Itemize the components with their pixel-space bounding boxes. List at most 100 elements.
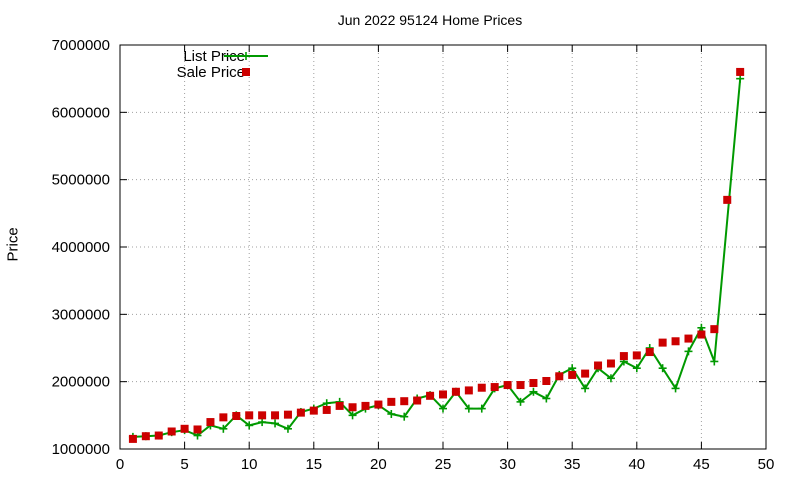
sale-price-point bbox=[697, 330, 706, 339]
y-tick-label: 5000000 bbox=[52, 172, 110, 189]
list-price-point bbox=[710, 357, 719, 366]
list-price-point bbox=[477, 404, 486, 413]
sale-price-point bbox=[684, 334, 693, 343]
list-price-point bbox=[271, 419, 280, 428]
list-price-point bbox=[736, 74, 745, 83]
sale-price-point bbox=[296, 408, 305, 417]
sale-price-point bbox=[309, 406, 318, 415]
list-price-point bbox=[542, 394, 551, 403]
sale-price-point bbox=[439, 390, 447, 399]
x-tick-label: 15 bbox=[305, 456, 322, 473]
sale-price-point bbox=[400, 397, 409, 406]
legend-label: List Price bbox=[183, 48, 245, 65]
list-price-point bbox=[348, 411, 357, 420]
list-price-point bbox=[245, 421, 254, 430]
sale-price-point bbox=[555, 372, 564, 381]
list-price-point bbox=[632, 364, 641, 373]
y-tick-label: 7000000 bbox=[52, 37, 110, 54]
sale-price-point bbox=[167, 427, 176, 436]
x-tick-label: 40 bbox=[628, 456, 645, 473]
x-tick-label: 20 bbox=[370, 456, 387, 473]
sale-price-point bbox=[503, 381, 512, 390]
x-tick-label: 35 bbox=[564, 456, 581, 473]
list-price-point bbox=[697, 323, 706, 332]
sale-price-point bbox=[671, 337, 680, 346]
x-tick-label: 0 bbox=[116, 456, 124, 473]
list-price-point bbox=[439, 404, 447, 413]
sale-price-point bbox=[271, 411, 280, 420]
legend-square-marker bbox=[242, 68, 250, 76]
sale-price-point bbox=[413, 396, 422, 405]
list-price-point bbox=[219, 424, 228, 433]
x-tick-label: 5 bbox=[180, 456, 188, 473]
x-tick-label: 25 bbox=[435, 456, 452, 473]
sale-price-point bbox=[374, 400, 383, 409]
sale-price-point bbox=[283, 410, 292, 419]
sale-price-point bbox=[710, 325, 719, 334]
sale-price-point bbox=[490, 383, 499, 392]
sale-price-point bbox=[568, 370, 577, 379]
list-price-point bbox=[258, 418, 267, 427]
sale-price-point bbox=[141, 432, 150, 441]
y-tick-label: 1000000 bbox=[52, 441, 110, 458]
list-price-point bbox=[400, 412, 409, 421]
x-tick-label: 10 bbox=[241, 456, 258, 473]
x-tick-label: 45 bbox=[693, 456, 710, 473]
grid-lines bbox=[120, 45, 766, 449]
list-price-point bbox=[606, 374, 615, 383]
y-tick-label: 6000000 bbox=[52, 104, 110, 121]
sale-price-point bbox=[723, 195, 732, 204]
axis-ticks: 0 5 10 15 20 25 30 35 40 45 50 1000000 2000000 300000… bbox=[52, 37, 775, 473]
list-price-point bbox=[387, 409, 396, 418]
sale-price-point bbox=[619, 352, 628, 361]
sale-price-point bbox=[594, 361, 603, 370]
sale-price-point bbox=[736, 67, 745, 76]
y-tick-label: 2000000 bbox=[52, 374, 110, 391]
list-price-point bbox=[684, 347, 693, 356]
sale-price-point bbox=[180, 424, 189, 433]
sale-price-point bbox=[193, 425, 202, 434]
sale-price-point bbox=[361, 401, 370, 410]
sale-price-point bbox=[232, 412, 241, 421]
x-tick-label: 30 bbox=[499, 456, 516, 473]
list-price-point bbox=[529, 387, 538, 396]
sale-price-point bbox=[387, 397, 396, 406]
sale-price-point bbox=[606, 359, 615, 368]
sale-price-point bbox=[219, 413, 228, 422]
sale-price-point bbox=[477, 383, 486, 392]
sale-price-point bbox=[645, 348, 654, 357]
sale-price-point bbox=[128, 434, 137, 443]
list-price-point bbox=[671, 384, 680, 393]
series-layer bbox=[128, 67, 745, 443]
sale-price-point bbox=[322, 405, 331, 414]
sale-price-point bbox=[348, 403, 357, 412]
sale-price-point bbox=[451, 387, 460, 396]
sale-price-point bbox=[542, 376, 551, 385]
sale-price-point bbox=[516, 381, 525, 390]
sale-price-point bbox=[658, 338, 667, 347]
list-price-point bbox=[322, 399, 331, 408]
x-tick-label: 50 bbox=[758, 456, 775, 473]
list-price-point bbox=[283, 424, 292, 433]
legend-plus-marker bbox=[242, 52, 250, 60]
chart-title: Jun 2022 95124 Home Prices bbox=[337, 12, 523, 28]
list-price-point bbox=[658, 364, 667, 373]
list-price-point bbox=[464, 404, 473, 413]
sale-price-point bbox=[335, 401, 344, 410]
sale-price-point bbox=[529, 379, 538, 388]
y-tick-label: 4000000 bbox=[52, 239, 110, 256]
sale-price-point bbox=[426, 391, 435, 400]
legend-label: Sale Price bbox=[177, 64, 245, 81]
sale-price-point bbox=[464, 386, 473, 395]
series-sale-price bbox=[128, 67, 745, 443]
sale-price-point bbox=[206, 418, 215, 427]
list-price-point bbox=[516, 397, 525, 406]
list-price-point bbox=[581, 384, 590, 393]
y-tick-label: 3000000 bbox=[52, 306, 110, 323]
series-list-price bbox=[128, 74, 745, 441]
list-price-line bbox=[132, 78, 742, 438]
sale-price-point bbox=[154, 431, 163, 440]
sale-price-point bbox=[581, 369, 590, 378]
